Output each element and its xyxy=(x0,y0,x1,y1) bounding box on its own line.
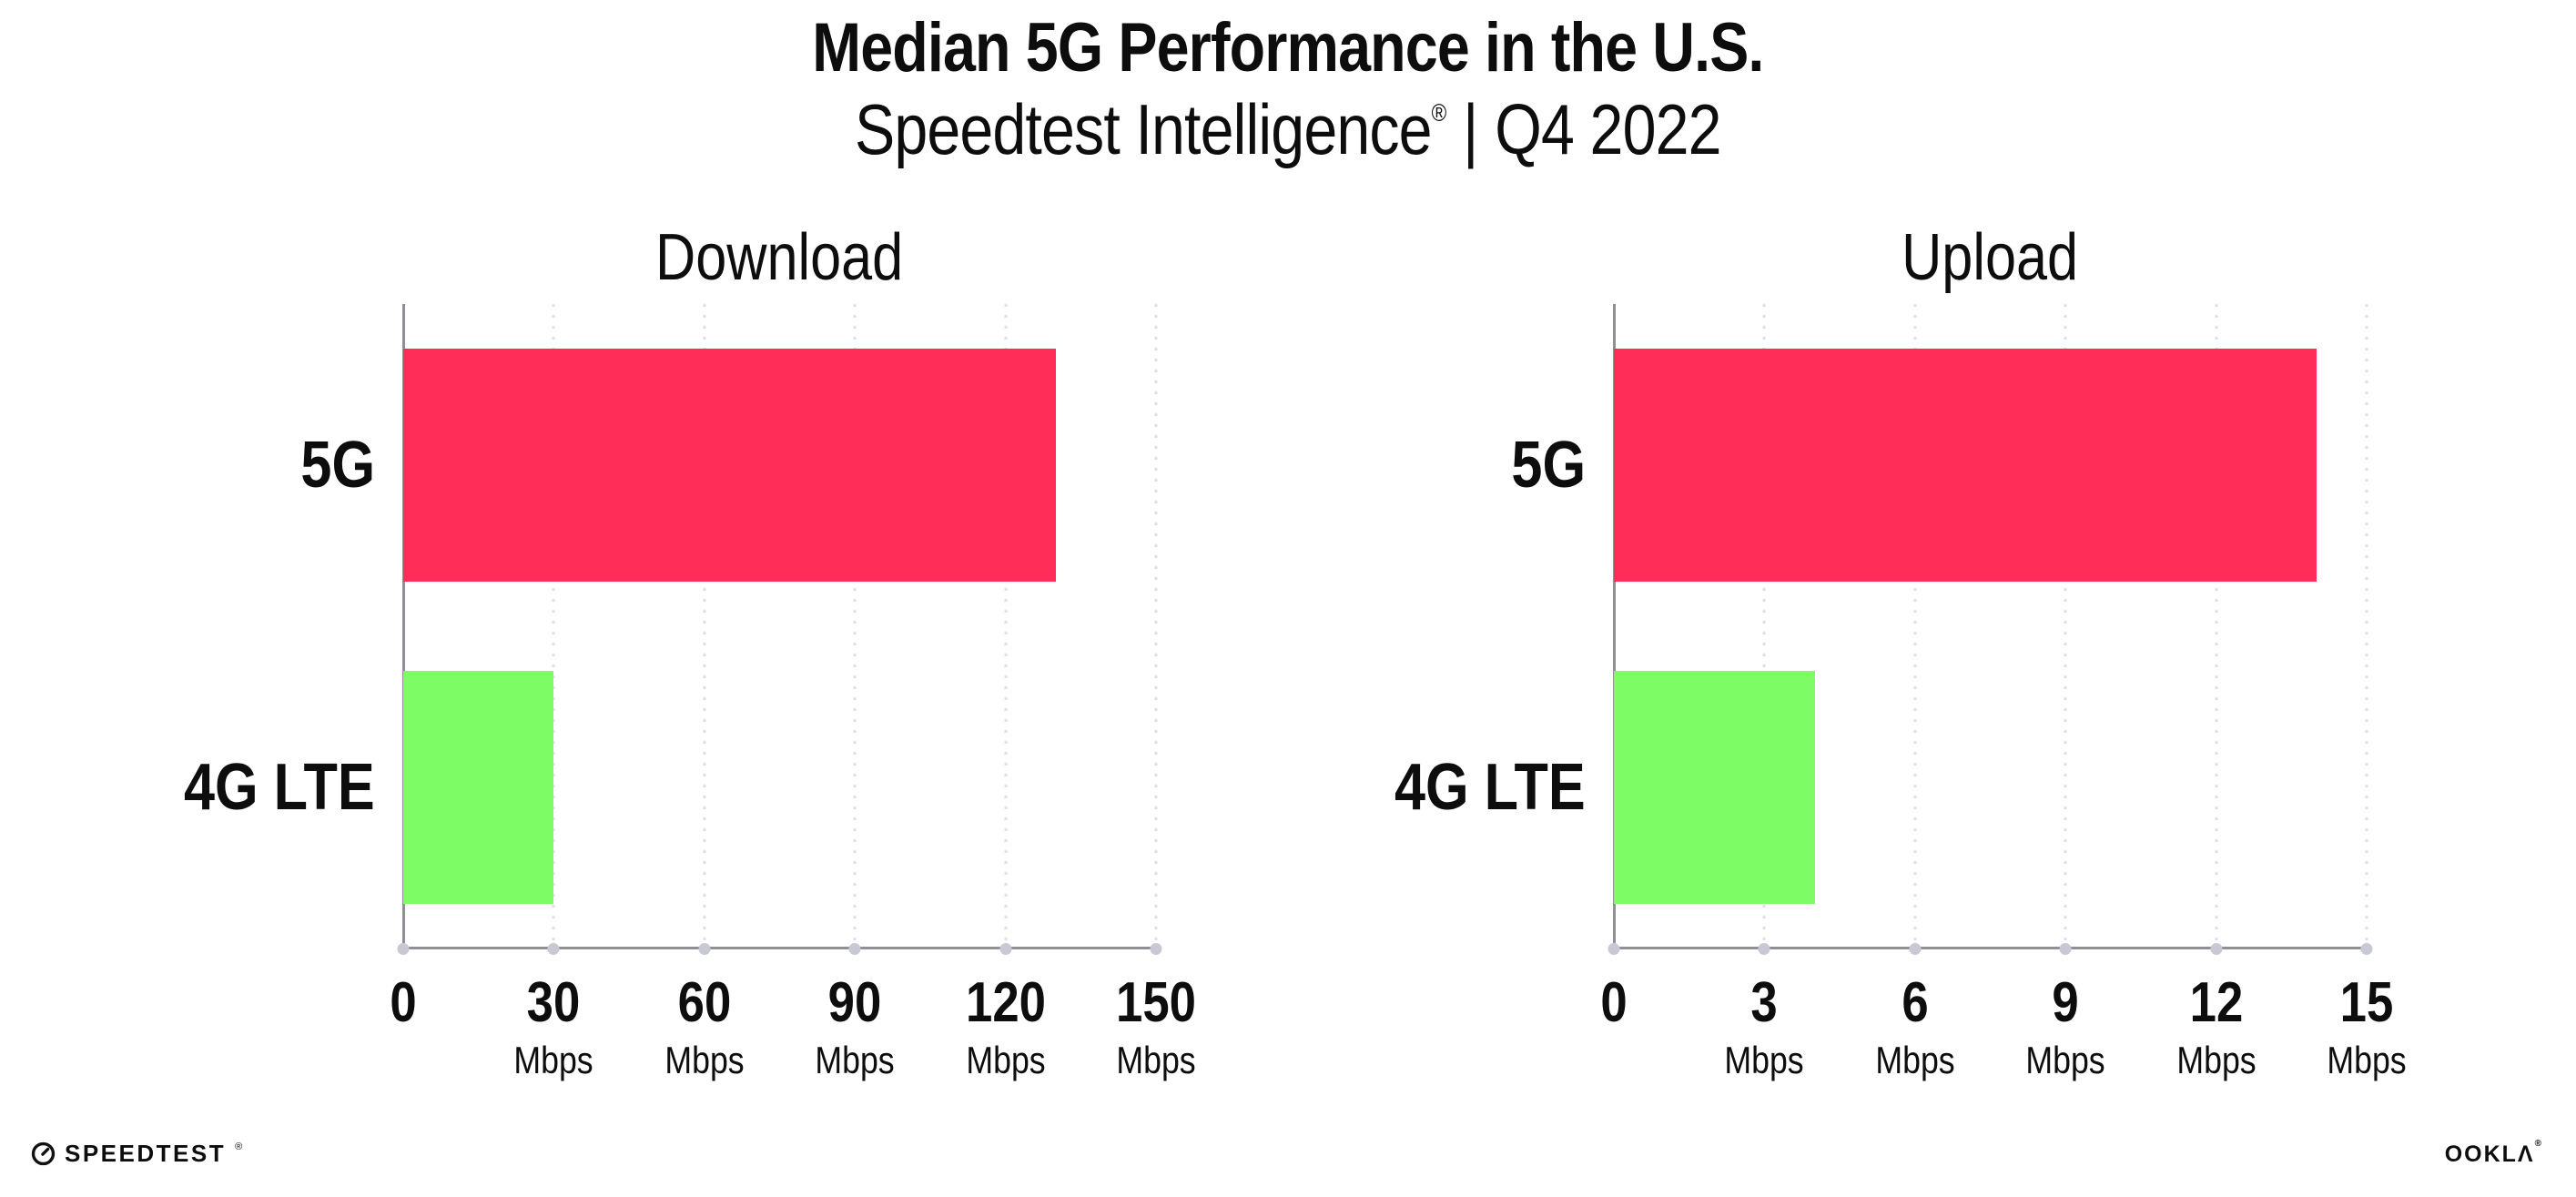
x-tick-0: 0 xyxy=(1598,970,1629,1035)
chart-title-text: Upload xyxy=(1902,221,2079,294)
category-axis: 5G 4G LTE xyxy=(1341,304,1614,948)
plot-grid xyxy=(1607,304,2373,955)
tick-dot xyxy=(1150,943,1162,955)
tick-dot xyxy=(547,943,560,955)
x-tick-6: 6 Mbps xyxy=(1868,970,1962,1082)
gridline xyxy=(552,304,555,948)
speedtest-logo: SPEEDTEST ® xyxy=(31,1140,242,1168)
tick-dot xyxy=(999,943,1012,955)
tick-dot xyxy=(698,943,711,955)
tick-dot xyxy=(2210,943,2223,955)
tick-dot xyxy=(1607,943,1620,955)
x-tick-label: 9 xyxy=(2052,971,2079,1034)
x-tick-0: 0 xyxy=(388,970,419,1035)
x-tick-unit: Mbps xyxy=(513,1039,594,1081)
y-axis xyxy=(402,304,405,948)
x-tick-unit: Mbps xyxy=(664,1039,745,1081)
y-axis xyxy=(1613,304,1616,948)
x-tick-30: 30 Mbps xyxy=(507,970,601,1082)
x-tick-label: 15 xyxy=(2339,971,2394,1034)
x-tick-unit: Mbps xyxy=(2025,1039,2105,1081)
chart-title: Download xyxy=(403,218,1156,304)
x-tick-label: 150 xyxy=(1116,971,1196,1034)
gridline xyxy=(1913,304,1917,948)
page-title: Median 5G Performance in the U.S. xyxy=(0,9,2576,86)
category-label-4g-lte: 4G LTE xyxy=(184,751,375,824)
gridline xyxy=(1154,304,1158,948)
gridline xyxy=(1762,304,1766,948)
plot-area: 5G 4G LTE xyxy=(1341,304,2373,955)
bar-4g-lte xyxy=(1614,671,1815,904)
x-axis-labels: 0 3 Mbps 6 Mbps 9 Mbps 12 Mbps 15 Mbps xyxy=(1600,948,2406,1105)
gridline xyxy=(2064,304,2067,948)
bar-4g-lte xyxy=(403,671,554,904)
x-tick-90: 90 Mbps xyxy=(808,970,902,1082)
x-tick-unit: Mbps xyxy=(1724,1039,1805,1081)
plot-grid xyxy=(397,304,1162,955)
tick-dot xyxy=(397,943,410,955)
x-tick-unit: Mbps xyxy=(1875,1039,1955,1081)
x-tick-label: 120 xyxy=(965,971,1046,1034)
category-label-4g-lte: 4G LTE xyxy=(1394,751,1586,824)
tick-dot xyxy=(2059,943,2072,955)
x-tick-12: 12 Mbps xyxy=(2169,970,2263,1082)
page-subtitle-text: Speedtest Intelligence® | Q4 2022 xyxy=(855,89,1722,170)
category-label-5g: 5G xyxy=(300,429,375,502)
ookla-registered-mark: ® xyxy=(2534,1138,2543,1149)
x-tick-150: 150 Mbps xyxy=(1109,970,1202,1082)
speedtest-wordmark: SPEEDTEST xyxy=(65,1140,227,1167)
x-tick-60: 60 Mbps xyxy=(657,970,751,1082)
x-axis xyxy=(403,947,1156,949)
page-subtitle: Speedtest Intelligence® | Q4 2022 xyxy=(0,89,2576,170)
bar-5g xyxy=(403,349,1056,582)
gridline xyxy=(2215,304,2218,948)
x-tick-120: 120 Mbps xyxy=(958,970,1052,1082)
x-tick-label: 0 xyxy=(390,971,417,1034)
tick-dot xyxy=(1758,943,1770,955)
ookla-wordmark: OOKLΛ xyxy=(2444,1141,2535,1167)
x-tick-3: 3 Mbps xyxy=(1718,970,1811,1082)
gridline xyxy=(703,304,706,948)
x-tick-label: 12 xyxy=(2189,971,2243,1034)
chart-panel-download: Download 5G 4G LTE 0 30 Mbps 60 Mbps 90 Mbps 120 Mb… xyxy=(130,218,1196,1106)
speedometer-gauge-icon xyxy=(31,1141,56,1166)
x-tick-label: 3 xyxy=(1750,971,1779,1034)
x-tick-unit: Mbps xyxy=(815,1039,895,1081)
gridline xyxy=(853,304,857,948)
tick-dot xyxy=(1909,943,1922,955)
ookla-logo: OOKLΛ® xyxy=(2444,1138,2543,1168)
speedtest-registered-mark: ® xyxy=(235,1141,243,1152)
category-axis: 5G 4G LTE xyxy=(130,304,403,948)
chart-title-text: Download xyxy=(655,221,904,294)
x-tick-label: 90 xyxy=(827,971,882,1034)
x-tick-unit: Mbps xyxy=(2175,1039,2257,1081)
subtitle-brand: Speedtest Intelligence xyxy=(855,89,1433,170)
x-tick-unit: Mbps xyxy=(2327,1039,2407,1081)
subtitle-period: Q4 2022 xyxy=(1495,89,1721,170)
tick-dot xyxy=(2360,943,2373,955)
gridline xyxy=(1004,304,1008,948)
plot-area: 5G 4G LTE xyxy=(130,304,1162,955)
x-tick-15: 15 Mbps xyxy=(2320,970,2414,1082)
gridline xyxy=(2365,304,2368,948)
x-tick-9: 9 Mbps xyxy=(2019,970,2113,1082)
x-tick-unit: Mbps xyxy=(965,1039,1046,1081)
page-title-text: Median 5G Performance in the U.S. xyxy=(812,9,1764,86)
x-tick-label: 30 xyxy=(527,971,581,1034)
chart-title: Upload xyxy=(1614,218,2367,304)
bar-5g xyxy=(1614,349,2317,582)
x-axis xyxy=(1614,947,2367,949)
registered-mark: ® xyxy=(1431,98,1447,127)
subtitle-separator: | xyxy=(1463,89,1478,170)
x-tick-unit: Mbps xyxy=(1116,1039,1196,1081)
x-tick-label: 0 xyxy=(1600,971,1628,1034)
tick-dot xyxy=(848,943,861,955)
x-axis-labels: 0 30 Mbps 60 Mbps 90 Mbps 120 Mbps 150 Mbps xyxy=(390,948,1196,1105)
x-tick-label: 60 xyxy=(677,971,732,1034)
figure-header: Median 5G Performance in the U.S. Speedt… xyxy=(0,9,2576,169)
chart-panel-upload: Upload 5G 4G LTE 0 3 Mbps 6 Mbps 9 Mbps 12 Mbps 15 Mb… xyxy=(1341,218,2406,1106)
category-label-5g: 5G xyxy=(1511,429,1586,502)
x-tick-label: 6 xyxy=(1902,971,1929,1034)
